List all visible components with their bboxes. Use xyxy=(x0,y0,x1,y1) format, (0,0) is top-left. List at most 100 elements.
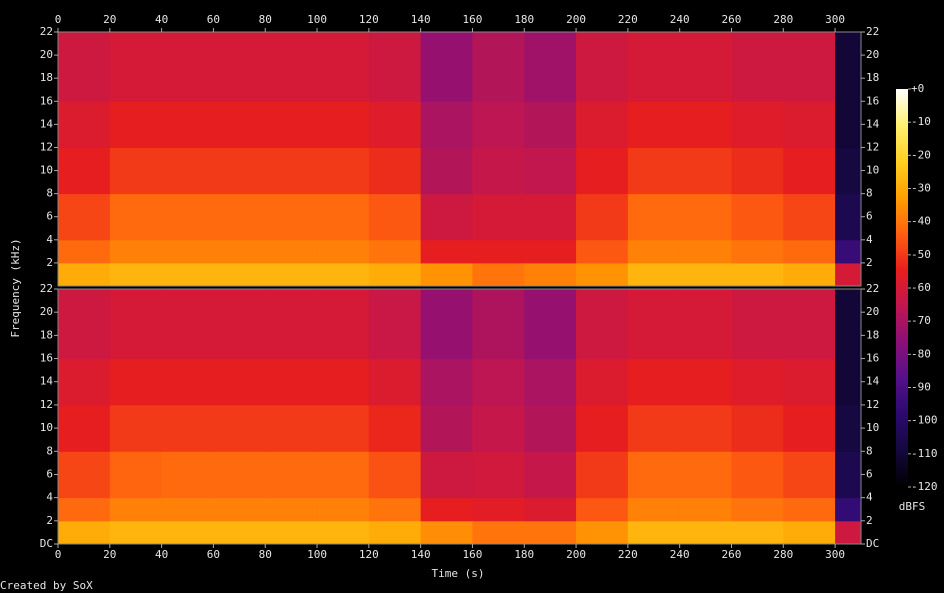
spectrogram-cell xyxy=(265,101,318,148)
x-tick-label: 140 xyxy=(411,548,431,561)
spectrogram-cell xyxy=(783,358,836,406)
spectrogram-cell xyxy=(472,451,525,499)
x-tick-label: 160 xyxy=(463,548,483,561)
spectrogram-cell xyxy=(835,239,862,264)
spectrogram-cell xyxy=(213,193,266,241)
spectrogram-cell xyxy=(576,289,629,360)
y-tick-label: 12 xyxy=(866,140,879,153)
spectrogram-cell xyxy=(420,497,473,522)
spectrogram-cell xyxy=(627,520,681,545)
spectrogram-cell xyxy=(58,32,111,102)
y-tick-label: 2 xyxy=(866,256,873,269)
spectrogram-cell xyxy=(265,358,318,406)
y-tick-label: 6 xyxy=(46,210,53,223)
colorbar-tick-label: +0 xyxy=(911,82,924,95)
spectrogram-cell xyxy=(58,262,111,287)
spectrogram-cell xyxy=(524,404,577,452)
spectrogram-cell xyxy=(265,32,318,102)
spectrogram-cell xyxy=(472,32,525,102)
spectrogram-cell xyxy=(627,101,681,148)
spectrogram-cell xyxy=(783,101,836,148)
y-tick-label: 10 xyxy=(866,164,879,177)
colorbar-tick-label: -10 xyxy=(911,115,931,128)
spectrogram-cell xyxy=(576,193,629,241)
colorbar-tick-label: -110 xyxy=(911,447,938,460)
y-tick-label: 6 xyxy=(866,210,873,223)
y-tick-label: 4 xyxy=(46,491,53,504)
spectrogram-cell xyxy=(58,497,111,522)
spectrogram-cell xyxy=(265,239,318,264)
x-tick-label: 40 xyxy=(155,13,168,26)
y-tick-label: 8 xyxy=(46,444,53,457)
spectrogram-cell xyxy=(679,358,732,406)
footer: Created by SoX xyxy=(0,579,93,592)
spectrogram-cell xyxy=(109,404,163,452)
y-tick-label: 12 xyxy=(866,398,879,411)
x-tick-label: 120 xyxy=(359,13,379,26)
spectrogram-cell xyxy=(783,147,836,195)
spectrogram-cell xyxy=(420,520,473,545)
spectrogram-cell xyxy=(317,451,370,499)
colorbar-tick-label: -30 xyxy=(911,182,931,195)
y-tick-label: 8 xyxy=(866,187,873,200)
spectrogram-cell xyxy=(783,497,836,522)
spectrogram-cell xyxy=(731,262,784,287)
y-tick-label: 16 xyxy=(866,94,879,107)
y-tick-label: 6 xyxy=(46,467,53,480)
x-tick-label: 0 xyxy=(55,548,62,561)
colorbar-tick-label: -20 xyxy=(911,148,931,161)
spectrogram-cell xyxy=(835,289,862,360)
y-tick-label: 14 xyxy=(866,117,880,130)
y-tick-label: 22 xyxy=(866,282,879,295)
spectrogram-cell xyxy=(472,193,525,241)
x-tick-label: 300 xyxy=(825,548,845,561)
spectrogram-cell xyxy=(524,193,577,241)
spectrogram-cell xyxy=(317,404,370,452)
spectrogram-cell xyxy=(627,147,681,195)
spectrogram-cell xyxy=(679,451,732,499)
spectrogram-cell xyxy=(368,239,422,264)
spectrogram-cell xyxy=(109,193,163,241)
spectrogram-cell xyxy=(835,404,862,452)
x-tick-label: 120 xyxy=(359,548,379,561)
spectrogram-cell xyxy=(524,289,577,360)
spectrogram-cell xyxy=(783,193,836,241)
spectrogram-cell xyxy=(109,451,163,499)
spectrogram-cell xyxy=(213,289,266,360)
spectrogram-cell xyxy=(731,358,784,406)
spectrogram-cell xyxy=(627,358,681,406)
spectrogram-cell xyxy=(420,32,473,102)
y-tick-label: 20 xyxy=(866,305,879,318)
spectrogram-cell xyxy=(213,404,266,452)
spectrogram-cell xyxy=(472,239,525,264)
y-tick-label: 18 xyxy=(40,71,53,84)
spectrogram-cell xyxy=(265,520,318,545)
spectrogram-cell xyxy=(213,497,266,522)
spectrogram-cell xyxy=(265,262,318,287)
x-tick-label: 280 xyxy=(773,548,793,561)
spectrogram-cell xyxy=(576,262,629,287)
y-tick-label: 2 xyxy=(46,514,53,527)
spectrogram-cell xyxy=(835,358,862,406)
spectrogram-cell xyxy=(627,451,681,499)
spectrogram-cell xyxy=(368,404,422,452)
x-tick-label: 60 xyxy=(207,548,220,561)
y-tick-label: 12 xyxy=(40,398,53,411)
y-tick-label: 14 xyxy=(40,117,54,130)
spectrogram-cell xyxy=(109,358,163,406)
spectrogram-cell xyxy=(524,101,577,148)
spectrogram-cell xyxy=(835,520,862,545)
spectrogram-cell xyxy=(783,32,836,102)
y-tick-label: 12 xyxy=(40,140,53,153)
spectrogram-cell xyxy=(731,497,784,522)
spectrogram-cell xyxy=(317,101,370,148)
spectrogram-cell xyxy=(58,193,111,241)
spectrogram-cell xyxy=(627,262,681,287)
spectrogram-cell xyxy=(420,262,473,287)
spectrogram-cell xyxy=(161,358,214,406)
spectrogram-cell xyxy=(109,147,163,195)
spectrogram-cell xyxy=(420,289,473,360)
spectrogram-cell xyxy=(58,239,111,264)
spectrogram-cell xyxy=(161,497,214,522)
spectrogram-cell xyxy=(472,101,525,148)
